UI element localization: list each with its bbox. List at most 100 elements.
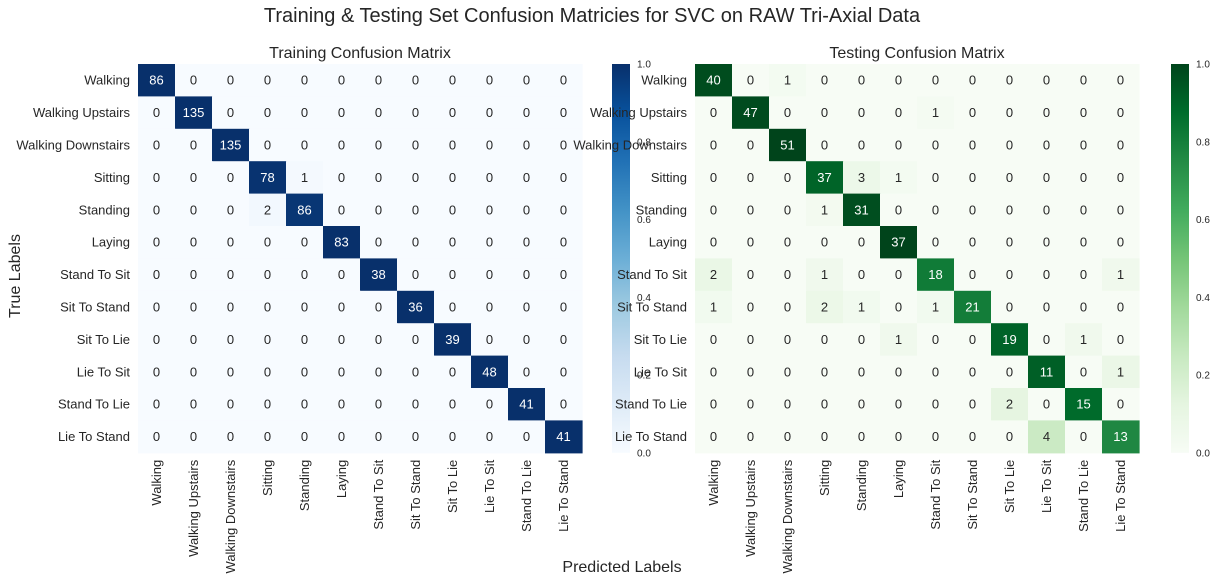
train-cell-label: 0 [412, 397, 419, 412]
test-cell [732, 388, 770, 421]
test-row-tick-label: Stand To Sit [617, 267, 687, 282]
train-cell-label: 0 [190, 235, 197, 250]
test-cell-label: 0 [1043, 138, 1050, 153]
train-cell [471, 64, 509, 97]
train-cell [249, 64, 287, 97]
train-cell-label: 0 [560, 138, 567, 153]
test-cell [991, 64, 1029, 97]
test-cell [880, 193, 918, 227]
train-cell-label: 0 [412, 332, 419, 347]
test-cell-label: 11 [1040, 364, 1054, 379]
test-cell-label: 0 [1080, 429, 1087, 444]
train-cell-label: 0 [486, 170, 493, 185]
train-cell [360, 258, 398, 292]
train-colorbar-tick-label: 0.4 [637, 293, 651, 304]
train-cell-label: 0 [227, 300, 234, 315]
train-row-tick-label: Sit To Stand [60, 300, 130, 315]
train-cell [360, 193, 398, 227]
train-cell-label: 0 [560, 397, 567, 412]
train-cell [138, 96, 176, 130]
test-cell-label: 0 [747, 300, 754, 315]
test-cell-label: 0 [747, 235, 754, 250]
train-cell [360, 161, 398, 195]
test-colorbar-tick-label: 0.0 [1196, 448, 1210, 459]
train-cell [434, 128, 472, 162]
test-cell-label: 1 [895, 170, 902, 185]
test-cell-label: 0 [969, 332, 976, 347]
train-cell [397, 226, 435, 259]
test-col-tick-label: Walking [706, 460, 721, 506]
figure-xlabel: Predicted Labels [562, 559, 681, 576]
train-colorbar-tick-label: 0.8 [637, 137, 651, 148]
train-cell [138, 258, 176, 292]
train-col-tick-label: Lie To Stand [556, 460, 571, 532]
train-cell [249, 96, 287, 130]
test-cell-label: 0 [710, 202, 717, 217]
test-cell-label: 0 [932, 397, 939, 412]
train-cell [175, 290, 213, 324]
train-cell [138, 290, 176, 324]
test-cell-label: 0 [821, 235, 828, 250]
train-cell [138, 226, 176, 259]
train-row-tick-label: Sit To Lie [77, 332, 130, 347]
test-cell [917, 226, 955, 259]
test-row-tick-label: Walking Downstairs [573, 138, 687, 153]
train-cell-label: 0 [375, 235, 382, 250]
train-cell-label: 0 [338, 397, 345, 412]
test-cell [843, 128, 881, 162]
test-cell [806, 258, 844, 292]
test-cell-label: 0 [1080, 300, 1087, 315]
train-cell-label: 0 [227, 105, 234, 120]
train-cell [323, 161, 361, 195]
test-cell-label: 0 [932, 429, 939, 444]
train-cell-label: 0 [412, 235, 419, 250]
test-cell [917, 96, 955, 130]
train-cell [508, 355, 546, 389]
test-cell-label: 0 [858, 429, 865, 444]
train-cell-label: 0 [190, 429, 197, 444]
training-heatmap-panel: Training Confusion Matrix 86 0 0 0 0 0 0 0 0 0 0 0 0 1… [16, 45, 651, 573]
train-cell-label: 0 [412, 202, 419, 217]
test-cell [1065, 193, 1103, 227]
test-cell [769, 355, 807, 389]
test-cell-label: 0 [932, 202, 939, 217]
test-cell [1028, 258, 1066, 292]
train-cell [249, 226, 287, 259]
test-cell-label: 0 [1043, 170, 1050, 185]
test-cell [991, 96, 1029, 130]
train-cell [323, 323, 361, 357]
test-cell [880, 290, 918, 324]
train-cell-label: 0 [227, 235, 234, 250]
test-cell [1102, 96, 1140, 130]
train-cell [434, 388, 472, 421]
train-cell-label: 0 [190, 202, 197, 217]
test-cell-label: 1 [821, 202, 828, 217]
train-cell-label: 0 [523, 235, 530, 250]
test-cell-label: 0 [1043, 300, 1050, 315]
train-cell [138, 355, 176, 389]
test-cell-label: 0 [1117, 170, 1124, 185]
test-cell-label: 0 [1043, 202, 1050, 217]
train-cell [323, 420, 361, 454]
train-cell [286, 161, 324, 195]
train-row-tick-label: Sitting [94, 170, 130, 185]
test-cell-label: 0 [1117, 332, 1124, 347]
test-cell-label: 2 [821, 300, 828, 315]
train-cell [175, 128, 213, 162]
train-cell [138, 64, 176, 97]
test-cell-label: 0 [969, 429, 976, 444]
test-cell [1028, 420, 1066, 454]
train-cell-label: 0 [301, 138, 308, 153]
train-cell-label: 0 [523, 170, 530, 185]
test-cell [695, 355, 733, 389]
test-cell-label: 0 [1043, 73, 1050, 88]
test-cell-label: 0 [1117, 138, 1124, 153]
test-cell [917, 323, 955, 357]
test-cell-label: 0 [1006, 170, 1013, 185]
test-cell [732, 161, 770, 195]
train-colorbar-tick-label: 0.0 [637, 448, 651, 459]
test-cell-label: 0 [969, 105, 976, 120]
test-cell [1102, 355, 1140, 389]
test-cell [954, 226, 992, 259]
